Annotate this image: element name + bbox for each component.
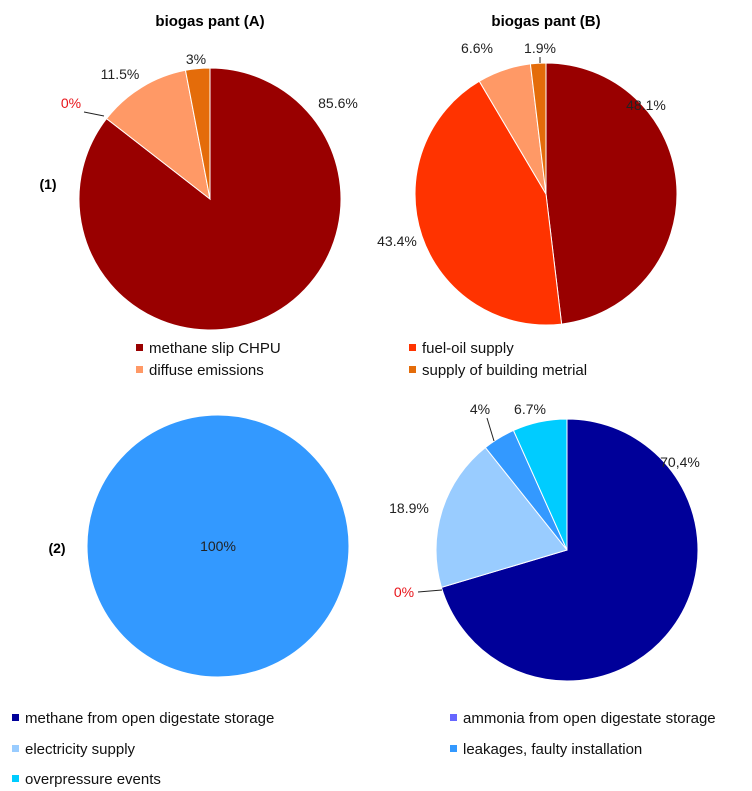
legend-label: ammonia from open digestate storage (463, 710, 716, 727)
legend-label: methane slip CHPU (149, 340, 281, 357)
row-label-2: (2) (48, 540, 65, 556)
data-label: 70,4% (660, 454, 700, 470)
legend-swatch (136, 366, 143, 373)
legend-swatch (409, 344, 416, 351)
legend-item-diffuse: diffuse emissions (136, 362, 264, 380)
legend-item-electricity: electricity supply (12, 741, 135, 759)
legend-swatch (409, 366, 416, 373)
legend-item-open-digestate: methane from open digestate storage (12, 710, 274, 728)
row-label-1: (1) (39, 176, 56, 192)
pie-charts-figure: biogas pant (A) biogas pant (B) (1) (2) … (39, 13, 700, 682)
legend-swatch (12, 775, 19, 782)
pie-slice (414, 80, 563, 326)
legend-label: overpressure events (25, 771, 161, 788)
pie-slice (440, 418, 699, 682)
data-label: 6.6% (461, 40, 493, 56)
data-label: 48.1% (626, 97, 666, 113)
pie-c: 100% (86, 414, 350, 678)
pie-b: 48.1% 43.4% 6.6% 1.9% (377, 40, 678, 326)
legend-swatch (450, 714, 457, 721)
legend-swatch (136, 344, 143, 351)
legend-item-fuel-oil: fuel-oil supply (409, 340, 514, 358)
leader-line (83, 111, 105, 117)
leader-line (486, 417, 495, 442)
legend-item-overpressure: overpressure events (12, 771, 161, 789)
data-label: 18.9% (389, 500, 429, 516)
pie-slice (435, 446, 568, 588)
legend-label: diffuse emissions (149, 362, 264, 379)
legend-item-ammonia: ammonia from open digestate storage (450, 710, 716, 728)
data-label: 43.4% (377, 233, 417, 249)
legend-1: methane slip CHPU diffuse emissions fuel… (136, 340, 587, 380)
legend-item-methane-slip: methane slip CHPU (136, 340, 281, 358)
data-label: 100% (200, 538, 236, 554)
data-label: 6.7% (514, 401, 546, 417)
legend-swatch (12, 714, 19, 721)
pie-d: 70,4% 0% 18.9% 4% 6.7% (389, 401, 700, 682)
chart-title-a: biogas pant (A) (155, 13, 264, 30)
data-label: 4% (470, 401, 490, 417)
data-label: 0% (61, 95, 81, 111)
legend-label: electricity supply (25, 741, 136, 758)
data-label: 0% (394, 584, 414, 600)
pie-slice (529, 62, 547, 195)
leader-line (417, 589, 443, 593)
pie-slice (545, 62, 678, 325)
legend-item-leakages: leakages, faulty installation (450, 741, 642, 759)
data-label: 11.5% (101, 66, 140, 82)
pie-slice (184, 67, 211, 200)
data-label: 85.6% (318, 95, 358, 111)
legend-label: leakages, faulty installation (463, 741, 643, 758)
chart-title-b: biogas pant (B) (491, 13, 600, 30)
legend-label: methane from open digestate storage (25, 710, 275, 727)
legend-swatch (12, 745, 19, 752)
legend-label: fuel-oil supply (422, 340, 514, 357)
legend-swatch (450, 745, 457, 752)
data-label: 1.9% (524, 40, 556, 56)
pie-slice (86, 414, 350, 678)
legend-item-building: supply of building metrial (409, 362, 587, 380)
data-label: 3% (186, 51, 206, 67)
pie-a: 85.6% 0% 11.5% 3% (61, 51, 358, 331)
pie-slice (512, 418, 568, 551)
legend-label: supply of building metrial (422, 362, 588, 379)
pie-slice (105, 69, 211, 201)
